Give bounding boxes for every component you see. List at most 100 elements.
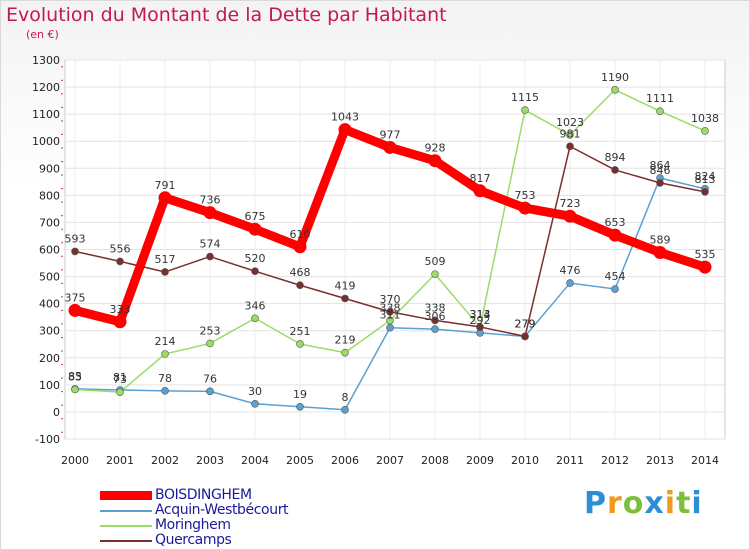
data-point — [206, 387, 214, 396]
y-tick-label: 300 — [39, 325, 60, 338]
x-tick-label: 2009 — [466, 454, 494, 467]
legend-item: Quercamps — [100, 533, 288, 548]
x-tick-label: 2004 — [241, 454, 269, 467]
data-point — [431, 316, 439, 325]
data-label: 1023 — [556, 116, 584, 129]
data-label: 736 — [200, 194, 221, 207]
data-label: 1111 — [646, 92, 674, 105]
brand-letter: o — [622, 486, 645, 521]
y-tick-label: 700 — [39, 216, 60, 229]
y-tick-label: 200 — [39, 352, 60, 365]
x-tick-label: 2007 — [376, 454, 404, 467]
data-point — [473, 184, 487, 198]
data-label: 219 — [335, 334, 356, 347]
data-point — [521, 332, 529, 341]
data-point — [296, 340, 304, 348]
chart-unit: (en €) — [26, 28, 59, 41]
chart-title: Evolution du Montant de la Dette par Hab… — [6, 4, 447, 26]
data-label: 1190 — [601, 71, 629, 84]
data-label: 419 — [335, 279, 356, 292]
data-label: 338 — [380, 301, 401, 314]
x-tick-label: 2002 — [151, 454, 179, 467]
data-point — [701, 188, 709, 196]
legend: BOISDINGHEM Acquin-Westbécourt Moringhem Qu… — [100, 488, 289, 548]
data-point — [476, 323, 484, 331]
data-label: 311 — [380, 309, 401, 322]
legend-swatch — [100, 509, 152, 512]
data-label: 81 — [113, 371, 127, 384]
x-tick-label: 2003 — [196, 454, 224, 467]
y-tick-label: 0 — [53, 406, 60, 419]
data-label: 1115 — [511, 91, 539, 104]
data-point — [251, 400, 259, 408]
data-point — [296, 402, 304, 411]
data-point — [518, 201, 532, 215]
y-tick-label: 400 — [39, 298, 60, 311]
data-point — [203, 206, 217, 220]
data-label: 338 — [425, 301, 446, 314]
x-tick-label: 2011 — [556, 454, 584, 467]
data-label: 73 — [113, 373, 127, 386]
data-label: 476 — [560, 264, 581, 277]
data-label: 574 — [200, 238, 221, 251]
data-point — [608, 228, 622, 242]
y-tick-label: 600 — [39, 244, 60, 257]
x-tick-label: 2013 — [646, 454, 674, 467]
data-point — [341, 405, 349, 414]
y-tick-label: 800 — [39, 189, 60, 202]
data-label: 791 — [155, 179, 176, 192]
data-label: 977 — [380, 128, 401, 141]
data-label: 370 — [380, 293, 401, 306]
data-point — [521, 106, 529, 114]
data-label: 520 — [245, 252, 266, 265]
data-label: 19 — [293, 388, 307, 401]
data-label: 375 — [65, 291, 86, 304]
data-point — [383, 140, 397, 154]
data-label: 653 — [605, 216, 626, 229]
y-tick-label: 1100 — [32, 108, 60, 121]
data-label: 314 — [470, 308, 491, 321]
x-tick-label: 2008 — [421, 454, 449, 467]
legend-label: Quercamps — [155, 532, 232, 548]
y-tick-label: 1300 — [32, 54, 60, 67]
y-tick-label: -100 — [35, 433, 60, 446]
data-point — [116, 388, 124, 396]
data-label: 593 — [65, 232, 86, 245]
data-point — [161, 387, 169, 395]
data-label: 85 — [68, 370, 82, 383]
data-point — [206, 252, 214, 261]
brand-logo: Proxiti — [584, 486, 703, 521]
x-tick-label: 2005 — [286, 454, 314, 467]
data-label: 292 — [470, 314, 491, 327]
data-point — [158, 191, 172, 205]
data-point — [386, 316, 394, 325]
data-label: 864 — [650, 159, 671, 172]
y-tick-label: 900 — [39, 162, 60, 175]
data-point — [293, 240, 307, 254]
data-label: 306 — [425, 310, 446, 323]
data-label: 509 — [425, 255, 446, 268]
data-label: 535 — [695, 248, 716, 261]
x-tick-label: 2010 — [511, 454, 539, 467]
data-point — [431, 325, 439, 333]
data-point — [428, 154, 442, 168]
data-label: 1038 — [691, 112, 719, 125]
data-label: 556 — [110, 242, 131, 255]
legend-item: Acquin-Westbécourt — [100, 503, 289, 518]
legend-label: Moringhem — [155, 517, 231, 533]
brand-letter: P — [584, 486, 607, 521]
data-label: 723 — [560, 197, 581, 210]
data-point — [71, 385, 79, 394]
data-point — [251, 314, 259, 323]
data-label: 817 — [470, 172, 491, 185]
data-label: 824 — [695, 170, 716, 183]
data-label: 846 — [650, 164, 671, 177]
y-tick-label: 100 — [39, 379, 60, 392]
data-point — [566, 131, 574, 139]
data-point — [338, 123, 352, 137]
data-point — [386, 307, 394, 316]
data-point — [698, 260, 712, 274]
brand-letter: i — [664, 486, 677, 521]
data-point — [386, 323, 394, 332]
data-point — [611, 166, 619, 174]
